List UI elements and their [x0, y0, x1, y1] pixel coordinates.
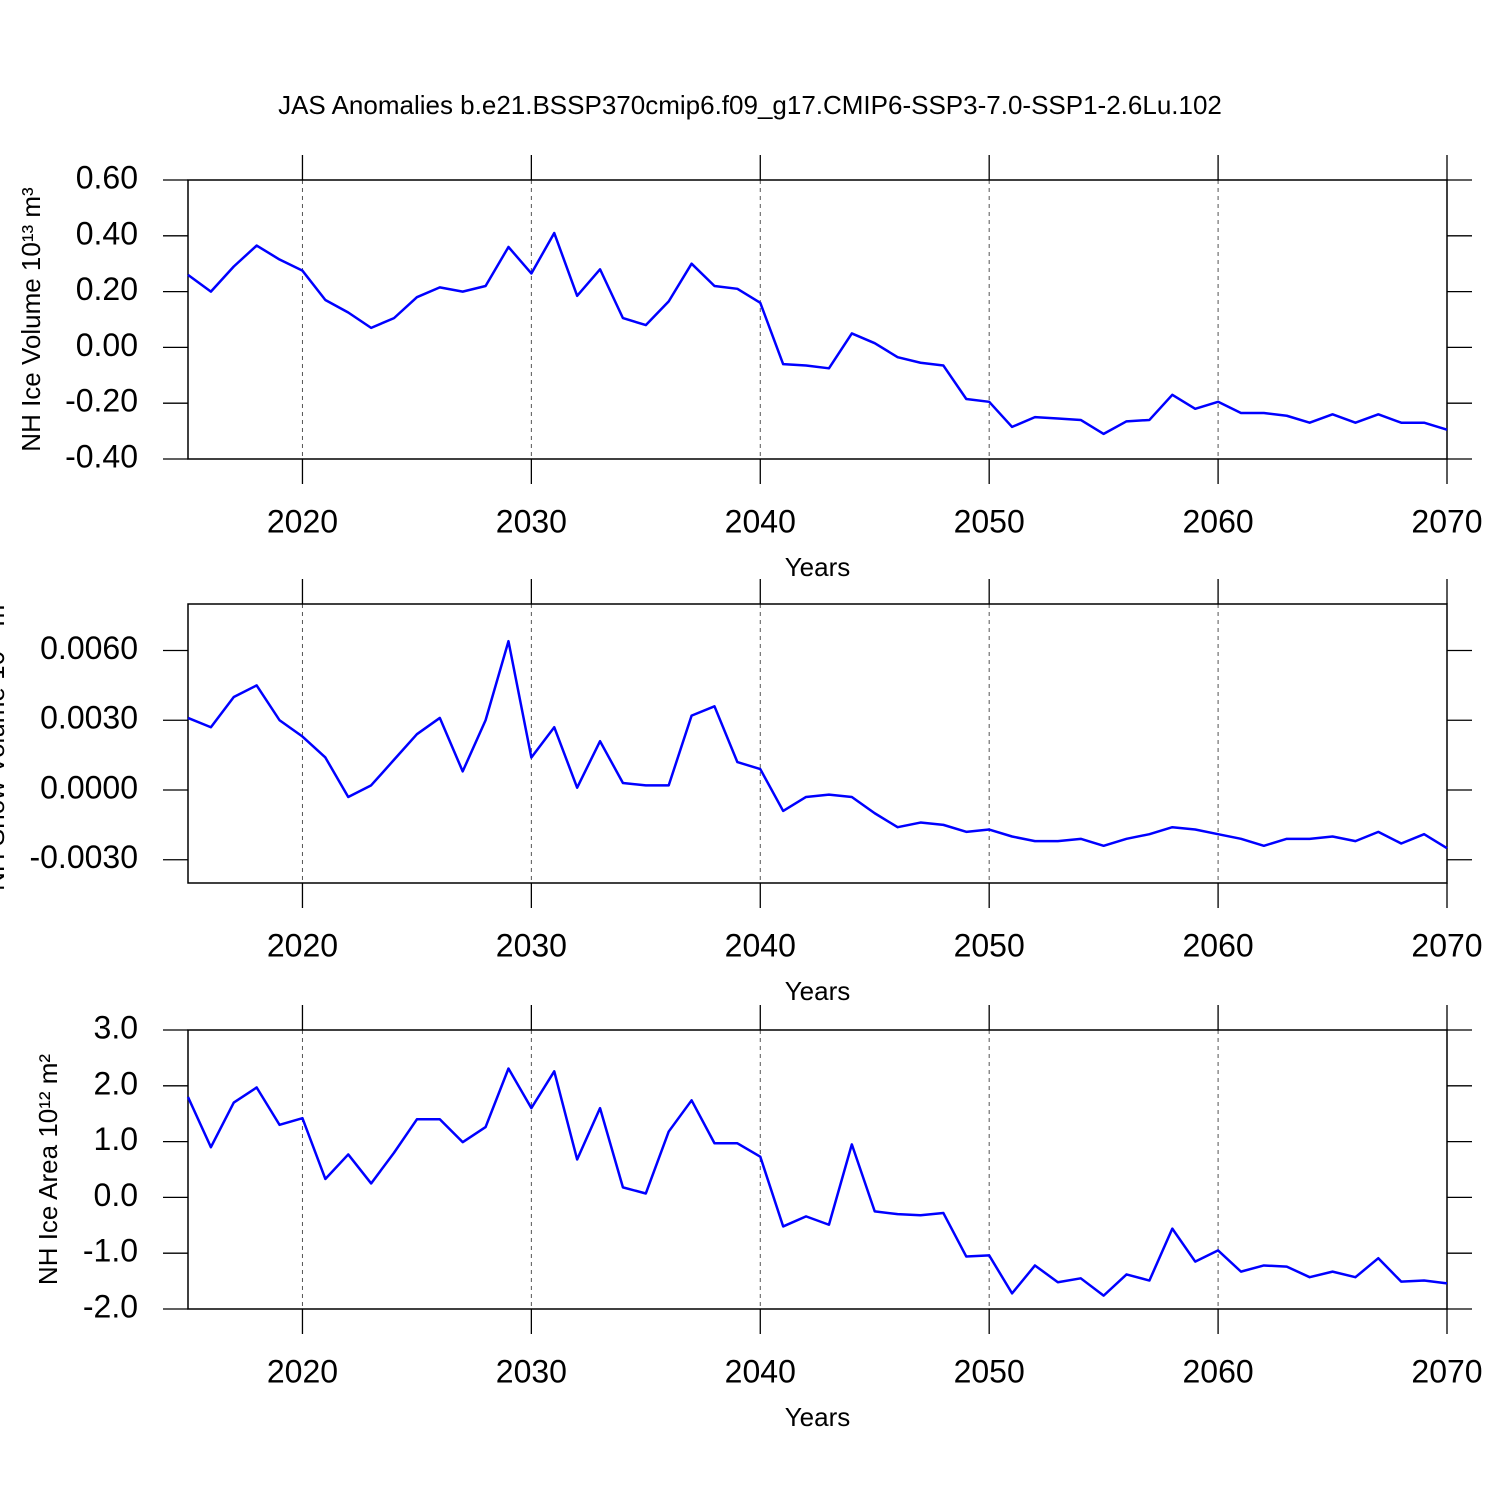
y-tick-label: 2.0	[94, 1065, 138, 1101]
x-tick-label: 2030	[496, 1353, 567, 1389]
x-axis-label: Years	[785, 1402, 851, 1432]
x-tick-label: 2060	[1182, 503, 1253, 539]
x-tick-label: 2070	[1411, 1353, 1482, 1389]
x-axis-label: Years	[785, 976, 851, 1006]
y-axis-label: NH Ice Volume 10¹³ m³	[16, 187, 46, 452]
x-tick-label: 2020	[267, 1353, 338, 1389]
x-tick-label: 2040	[725, 1353, 796, 1389]
x-tick-label: 2070	[1411, 503, 1482, 539]
plot-frame	[187, 179, 1448, 460]
y-tick-label: 0.0030	[40, 700, 138, 736]
x-tick-label: 2070	[1411, 927, 1482, 963]
y-axis-label: NH Ice Area 10¹² m²	[33, 1054, 63, 1286]
y-tick-label: -0.20	[65, 383, 138, 419]
x-tick-label: 2040	[725, 503, 796, 539]
data-line	[186, 1067, 1448, 1297]
plot-frame	[187, 603, 1448, 884]
y-tick-label: 0.0000	[40, 769, 138, 805]
y-tick-label: 0.0060	[40, 630, 138, 666]
y-tick-label: -0.40	[65, 438, 138, 474]
y-axis-label: NH Snow Volume 10¹³ m³	[0, 596, 10, 891]
y-tick-label: 0.00	[76, 327, 138, 363]
y-tick-label: 1.0	[94, 1121, 138, 1157]
chart-title: JAS Anomalies b.e21.BSSP370cmip6.f09_g17…	[278, 90, 1222, 120]
x-tick-label: 2050	[954, 927, 1025, 963]
data-line	[187, 639, 1448, 850]
x-tick-label: 2020	[267, 927, 338, 963]
x-tick-label: 2040	[725, 927, 796, 963]
x-tick-label: 2060	[1182, 1353, 1253, 1389]
y-tick-label: -1.0	[83, 1233, 138, 1269]
x-axis-label: Years	[785, 552, 851, 582]
x-tick-label: 2050	[954, 503, 1025, 539]
y-tick-label: 0.0	[94, 1177, 138, 1213]
y-tick-label: 0.60	[76, 159, 138, 195]
y-tick-label: 0.20	[76, 271, 138, 307]
y-tick-label: -2.0	[83, 1288, 138, 1324]
x-tick-label: 2060	[1182, 927, 1253, 963]
x-tick-label: 2020	[267, 503, 338, 539]
plot-frame	[187, 1029, 1448, 1310]
x-tick-label: 2030	[496, 503, 567, 539]
data-line	[187, 231, 1448, 436]
y-tick-label: 3.0	[94, 1009, 138, 1045]
x-tick-label: 2030	[496, 927, 567, 963]
x-tick-label: 2050	[954, 1353, 1025, 1389]
y-tick-label: 0.40	[76, 215, 138, 251]
y-tick-label: -0.0030	[29, 839, 138, 875]
